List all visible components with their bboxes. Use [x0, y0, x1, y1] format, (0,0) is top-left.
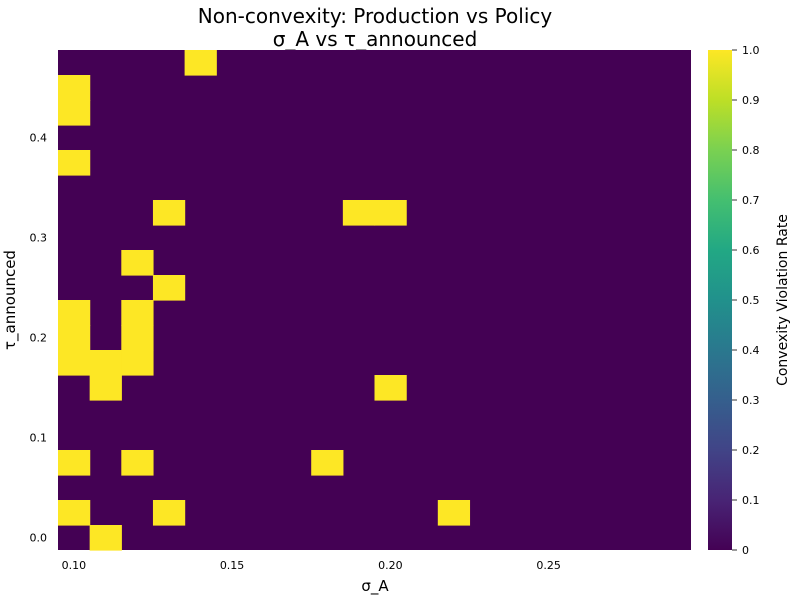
heatmap-cell [121, 325, 154, 351]
heatmap-cell [58, 100, 91, 126]
heatmap-cell [58, 350, 91, 376]
x-tick-label: 0.25 [536, 559, 561, 572]
x-tick-label: 0.10 [62, 559, 87, 572]
y-tick-label: 0.0 [30, 532, 48, 545]
heatmap-cell [152, 200, 186, 226]
colorbar-tick-label: 0.3 [742, 394, 760, 407]
y-axis-label: τ_announced [1, 250, 20, 350]
colorbar [708, 50, 732, 550]
chart-subtitle: σ_A vs τ_announced [273, 27, 478, 51]
heatmap-cell [311, 450, 344, 476]
heatmap-cell [58, 75, 91, 101]
heatmap-cell [89, 525, 122, 551]
heatmap-cell [58, 500, 91, 526]
heatmap-cell [121, 300, 154, 326]
colorbar-tick-label: 0.9 [742, 94, 760, 107]
heatmap-cell [89, 375, 122, 401]
heatmap-cell [374, 375, 407, 401]
x-axis-ticks: 0.10 0.15 0.20 0.25 [62, 559, 561, 572]
colorbar-tick-label: 1.0 [742, 44, 760, 57]
colorbar-tick-label: 0 [742, 544, 749, 557]
chart-title: Non-convexity: Production vs Policy [198, 4, 553, 28]
colorbar-label: Convexity Violation Rate [775, 214, 791, 386]
colorbar-tick-label: 0.6 [742, 244, 760, 257]
heatmap-cell [58, 325, 91, 351]
colorbar-tick-label: 0.7 [742, 194, 760, 207]
heatmap-cell [184, 50, 217, 76]
y-tick-label: 0.4 [30, 132, 48, 145]
heatmap-cell [152, 500, 186, 526]
heatmap-cell [342, 200, 376, 226]
heatmap-cell [152, 275, 186, 301]
y-tick-label: 0.2 [30, 332, 48, 345]
colorbar-tick-label: 0.8 [742, 144, 760, 157]
x-tick-label: 0.20 [378, 559, 403, 572]
x-tick-label: 0.15 [220, 559, 245, 572]
colorbar-tick-label: 0.4 [742, 344, 760, 357]
heatmap-cell [121, 350, 154, 376]
colorbar-tick-label: 0.1 [742, 494, 760, 507]
y-axis-ticks: 0.0 0.1 0.2 0.3 0.4 [30, 132, 48, 545]
heatmap-cell [58, 150, 91, 176]
heatmap-cell [121, 250, 154, 276]
heatmap-cell [58, 450, 91, 476]
colorbar-ticks: 0 0.1 0.2 0.3 0.4 0.5 0.6 0.7 0.8 0.9 1.0 [732, 44, 760, 557]
heatmap-cells [58, 50, 471, 551]
heatmap-cell [437, 500, 471, 526]
heatmap-cell [121, 450, 154, 476]
colorbar-tick-label: 0.2 [742, 444, 760, 457]
heatmap-cell [374, 200, 407, 226]
colorbar-tick-label: 0.5 [742, 294, 760, 307]
x-axis-label: σ_A [361, 577, 389, 596]
heatmap-cell [58, 300, 91, 326]
y-tick-label: 0.1 [30, 432, 48, 445]
heatmap-cell [89, 350, 122, 376]
y-tick-label: 0.3 [30, 232, 48, 245]
